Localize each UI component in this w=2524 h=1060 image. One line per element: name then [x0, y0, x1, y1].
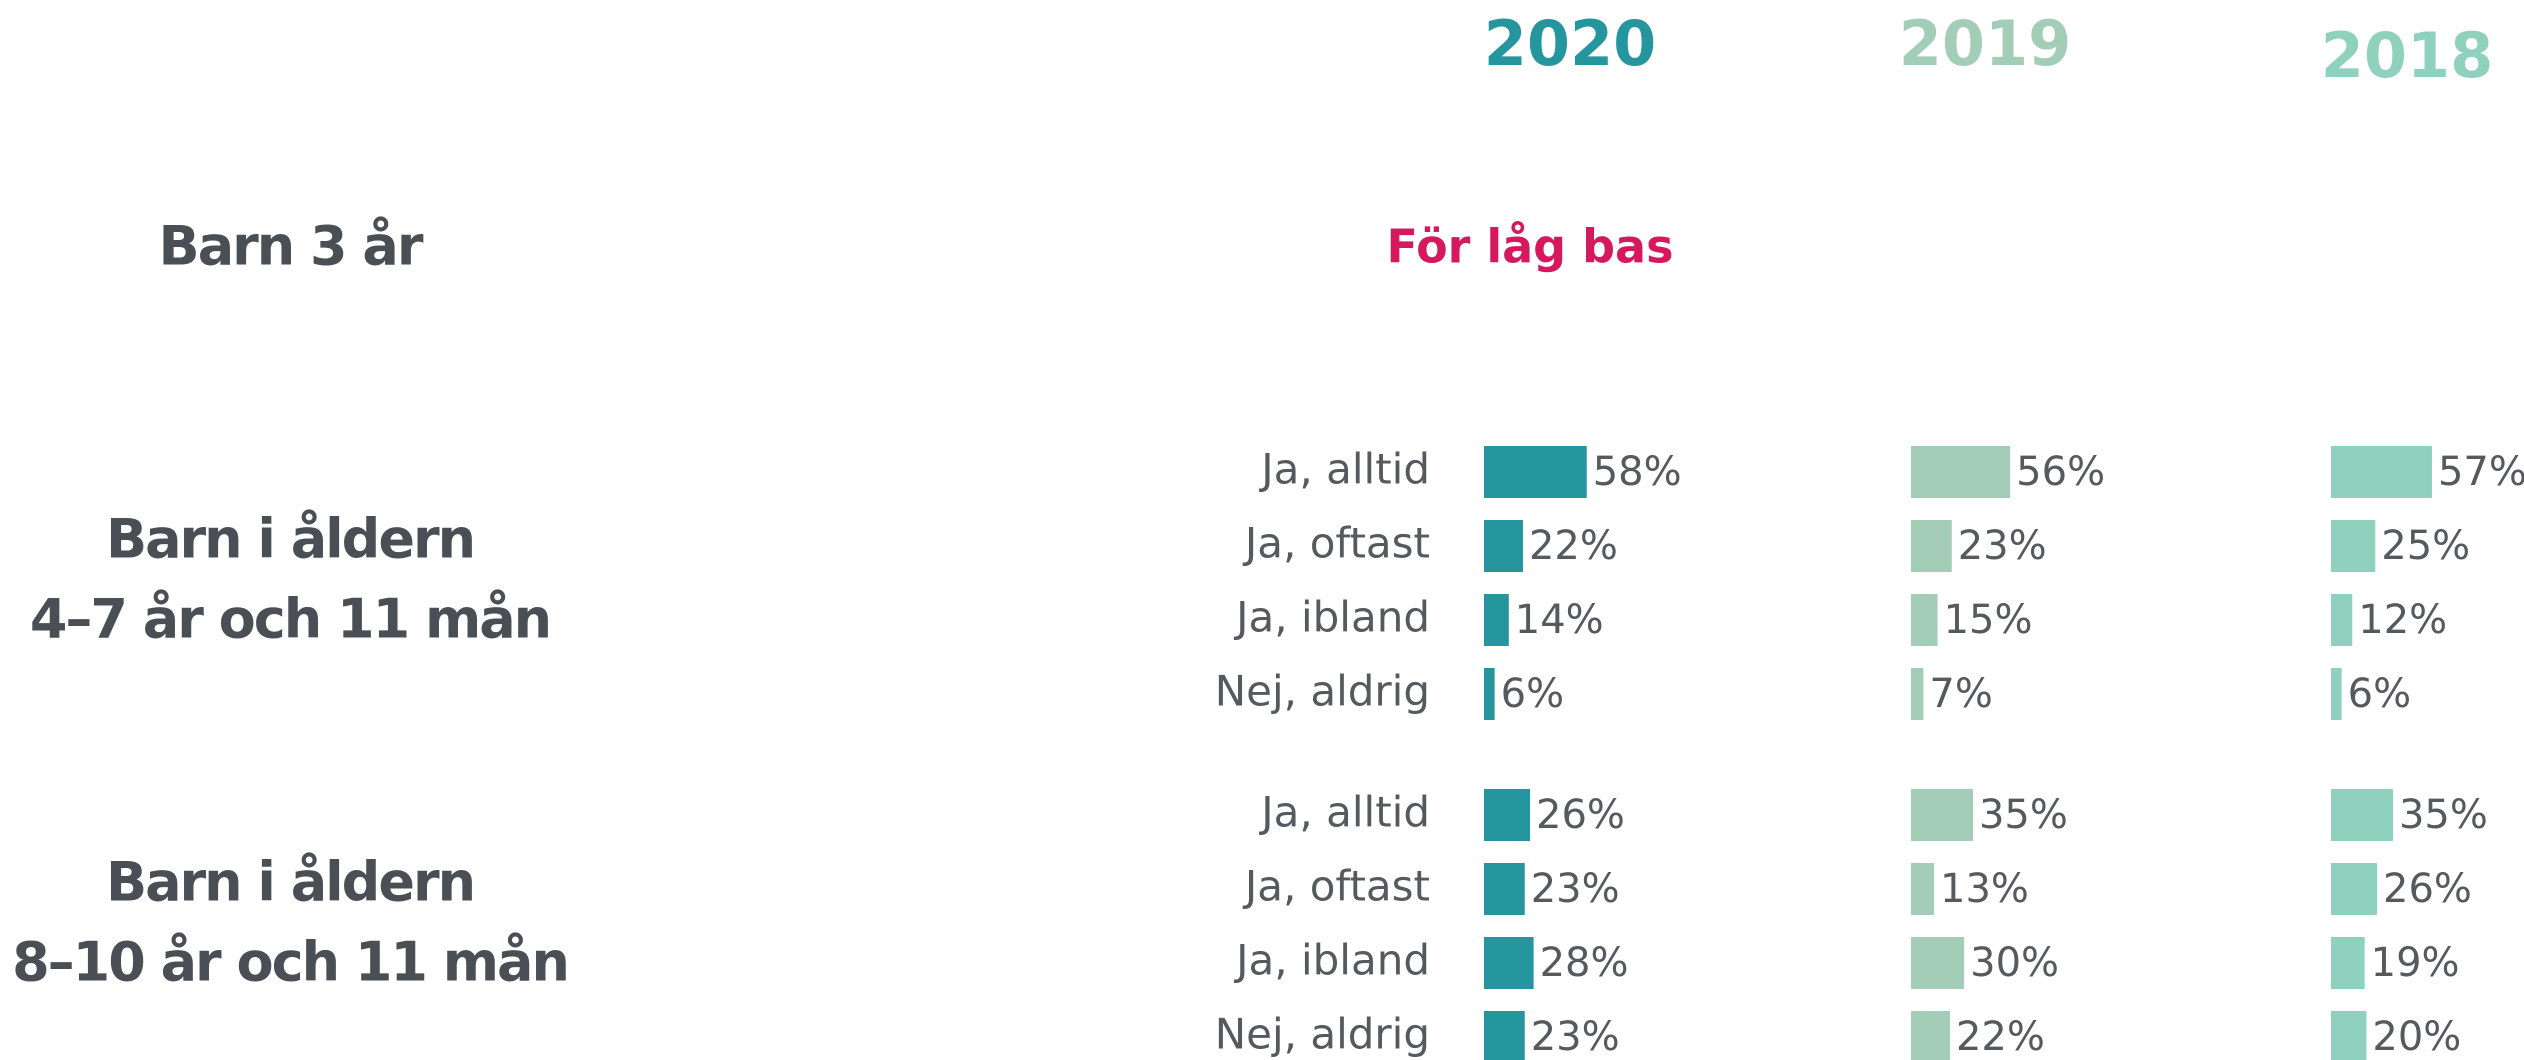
bar — [1911, 446, 2011, 498]
bar — [1911, 789, 1973, 841]
bar — [1484, 789, 1531, 841]
value-label: 58% — [1593, 449, 1682, 495]
value-label: 35% — [1979, 792, 2068, 838]
group-label: Barn 3 år — [159, 215, 424, 278]
value-label: 20% — [2372, 1014, 2461, 1060]
value-label: 13% — [1940, 866, 2029, 912]
value-label: 23% — [1958, 523, 2047, 569]
bar — [1484, 446, 1587, 498]
category-label: Ja, ibland — [1233, 936, 1430, 985]
category-label: Ja, oftast — [1242, 519, 1430, 568]
note: För låg bas — [1387, 220, 1674, 274]
bar — [1911, 1011, 1950, 1060]
value-label: 6% — [1501, 671, 1564, 717]
bar — [1911, 863, 1935, 915]
bar — [1484, 937, 1534, 989]
bar — [1484, 520, 1523, 572]
value-label: 14% — [1515, 597, 1604, 643]
category-label: Ja, alltid — [1258, 788, 1430, 837]
value-label: 26% — [1536, 792, 1625, 838]
bar — [1911, 937, 1965, 989]
bar — [1484, 863, 1525, 915]
bar — [1911, 594, 1938, 646]
group-label: Barn i åldern — [106, 508, 474, 571]
bar — [2331, 594, 2353, 646]
bar — [2331, 937, 2365, 989]
group-label: Barn i åldern — [106, 851, 474, 914]
category-label: Nej, aldrig — [1215, 1010, 1430, 1059]
value-label: 26% — [2383, 866, 2472, 912]
value-label: 23% — [1531, 866, 1620, 912]
category-label: Ja, oftast — [1242, 862, 1430, 911]
year-header: 2020 — [1484, 7, 1657, 80]
value-label: 19% — [2371, 940, 2460, 986]
group-label: 8–10 år och 11 mån — [12, 931, 568, 994]
value-label: 56% — [2016, 449, 2105, 495]
year-header: 2018 — [2321, 19, 2494, 92]
bar — [2331, 1011, 2367, 1060]
bar — [2331, 446, 2432, 498]
group-label: 4–7 år och 11 mån — [30, 588, 550, 651]
bar — [1484, 594, 1509, 646]
category-label: Nej, aldrig — [1215, 667, 1430, 716]
bar — [1911, 668, 1924, 720]
value-label: 6% — [2348, 671, 2411, 717]
value-label: 7% — [1929, 671, 1992, 717]
value-label: 22% — [1529, 523, 1618, 569]
value-label: 25% — [2381, 523, 2470, 569]
bar — [1484, 668, 1495, 720]
value-label: 15% — [1944, 597, 2033, 643]
bar — [1911, 520, 1952, 572]
bar — [2331, 520, 2376, 572]
value-label: 22% — [1956, 1014, 2045, 1060]
bar — [2331, 668, 2342, 720]
category-label: Ja, ibland — [1233, 593, 1430, 642]
value-label: 23% — [1531, 1014, 1620, 1060]
year-header: 2019 — [1899, 7, 2072, 80]
value-label: 35% — [2399, 792, 2488, 838]
value-label: 30% — [1970, 940, 2059, 986]
bar — [2331, 863, 2378, 915]
bar — [2331, 789, 2393, 841]
bar — [1484, 1011, 1525, 1060]
value-label: 28% — [1540, 940, 1629, 986]
value-label: 12% — [2358, 597, 2447, 643]
value-label: 57% — [2438, 449, 2524, 495]
category-label: Ja, alltid — [1258, 445, 1430, 494]
